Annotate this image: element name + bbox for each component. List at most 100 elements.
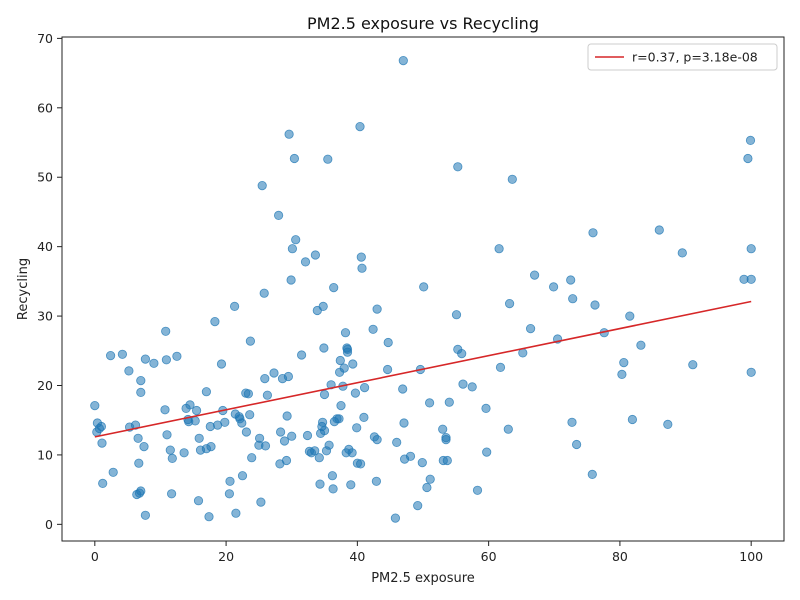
- y-tick-label: 60: [37, 100, 53, 115]
- data-point: [281, 455, 292, 466]
- data-point: [382, 364, 393, 375]
- data-point: [124, 366, 134, 376]
- data-point: [149, 358, 159, 368]
- fit-line-layer: [94, 300, 752, 438]
- data-point: [743, 153, 753, 164]
- data-point: [206, 441, 216, 452]
- points-layer: [90, 55, 756, 523]
- data-point: [310, 446, 320, 456]
- data-point: [282, 411, 292, 421]
- data-point: [334, 414, 344, 424]
- data-point: [231, 508, 241, 518]
- data-point: [136, 486, 146, 496]
- data-point: [357, 263, 367, 273]
- data-point: [482, 447, 492, 457]
- data-point: [260, 441, 271, 451]
- x-axis-label: PM2.5 exposure: [371, 571, 475, 586]
- data-point: [425, 474, 435, 484]
- legend-box: [587, 43, 778, 71]
- legend: r=0.37, p=3.18e-08: [587, 43, 778, 71]
- data-point: [216, 359, 227, 369]
- data-point: [108, 467, 118, 477]
- data-point: [481, 403, 491, 413]
- data-point: [746, 274, 756, 284]
- data-point: [746, 244, 756, 254]
- legend-label: r=0.37, p=3.18e-08: [632, 50, 758, 65]
- data-point: [284, 129, 294, 139]
- y-axis: 0 10 20 30 40 50 60 70: [37, 31, 62, 532]
- data-point: [348, 359, 358, 369]
- data-point: [567, 417, 577, 427]
- data-point: [160, 405, 170, 415]
- data-point: [201, 387, 211, 397]
- data-point: [355, 459, 366, 469]
- data-point: [571, 439, 582, 450]
- data-point: [273, 210, 284, 220]
- data-point: [745, 135, 756, 145]
- data-point: [392, 437, 402, 447]
- data-point: [324, 440, 334, 450]
- data-point: [262, 390, 272, 400]
- data-point: [654, 225, 664, 235]
- data-point: [356, 252, 366, 262]
- data-point: [405, 451, 416, 461]
- data-point: [619, 357, 629, 368]
- x-tick-label: 100: [739, 549, 763, 564]
- x-tick-label: 80: [612, 549, 628, 564]
- data-point: [588, 228, 598, 238]
- data-point: [283, 371, 293, 382]
- data-point: [441, 434, 451, 445]
- data-point: [317, 417, 328, 427]
- data-point: [457, 348, 467, 359]
- data-point: [352, 423, 362, 433]
- data-point: [398, 55, 408, 66]
- data-point: [422, 482, 432, 493]
- data-point: [245, 336, 255, 346]
- data-point: [275, 427, 286, 437]
- data-point: [390, 513, 400, 523]
- data-point: [256, 497, 266, 507]
- data-point: [243, 389, 253, 399]
- data-point: [140, 354, 150, 364]
- data-point: [319, 425, 330, 436]
- data-point: [319, 343, 329, 353]
- data-point: [359, 382, 370, 393]
- data-point: [237, 418, 247, 428]
- data-point: [327, 471, 337, 481]
- data-point: [335, 355, 345, 366]
- data-point: [106, 350, 116, 361]
- data-point: [130, 420, 141, 430]
- data-point: [688, 360, 698, 370]
- data-point: [300, 257, 311, 267]
- y-tick-label: 0: [45, 517, 53, 532]
- y-tick-label: 30: [37, 309, 53, 324]
- data-point: [328, 484, 338, 494]
- data-point: [504, 298, 515, 309]
- data-point: [587, 469, 597, 479]
- data-point: [96, 421, 107, 432]
- data-point: [260, 373, 270, 384]
- data-point: [590, 300, 600, 310]
- data-point: [241, 427, 251, 437]
- data-point: [625, 311, 635, 321]
- data-point: [165, 445, 175, 455]
- data-point: [291, 235, 301, 245]
- data-point: [318, 301, 328, 311]
- data-point: [746, 367, 756, 377]
- data-point: [329, 282, 339, 293]
- data-point: [417, 457, 427, 468]
- data-point: [97, 438, 107, 448]
- data-point: [467, 382, 477, 392]
- data-point: [140, 510, 150, 520]
- data-point: [383, 337, 393, 348]
- data-point: [90, 400, 100, 411]
- data-point: [677, 248, 687, 258]
- data-point: [286, 275, 296, 285]
- data-point: [296, 350, 307, 360]
- data-point: [172, 351, 182, 361]
- data-point: [368, 324, 378, 334]
- data-point: [210, 316, 220, 327]
- data-point: [458, 379, 468, 389]
- data-point: [413, 500, 423, 511]
- chart-title: PM2.5 exposure vs Recycling: [307, 14, 539, 33]
